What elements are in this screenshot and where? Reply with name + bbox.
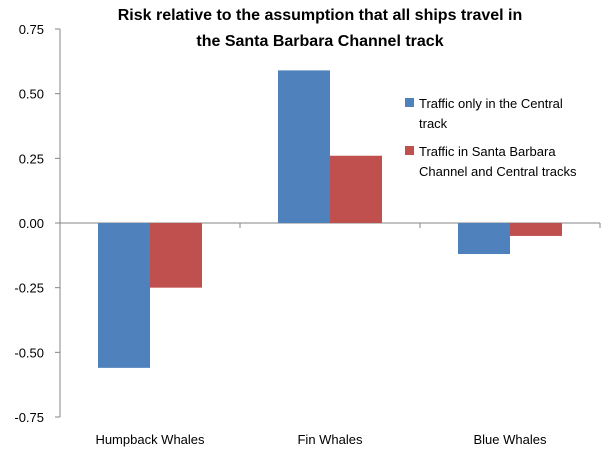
y-tick-label: -0.25 [14,281,44,296]
legend-label: track [419,116,448,131]
legend-swatch [405,98,414,107]
x-category-label: Fin Whales [297,432,363,447]
legend-label: Channel and Central tracks [419,164,577,179]
chart-title-line-1: Risk relative to the assumption that all… [118,7,523,24]
chart-title-line-2: the Santa Barbara Channel track [196,33,443,50]
bar [98,223,150,368]
y-tick-label: 0.25 [19,151,44,166]
y-tick-label: -0.75 [14,410,44,425]
bar [330,155,382,223]
legend-swatch [405,146,414,155]
y-tick-label: -0.50 [14,345,44,360]
legend-label: Traffic only in the Central [419,96,563,111]
bar [150,223,202,288]
x-category-label: Blue Whales [474,432,547,447]
bar [510,223,562,236]
y-tick-label: 0.00 [19,216,44,231]
x-category-label: Humpback Whales [95,432,205,447]
bar [278,70,330,224]
bar [458,223,510,255]
y-tick-label: 0.75 [19,22,44,37]
y-tick-label: 0.50 [19,87,44,102]
legend-label: Traffic in Santa Barbara [419,144,556,159]
